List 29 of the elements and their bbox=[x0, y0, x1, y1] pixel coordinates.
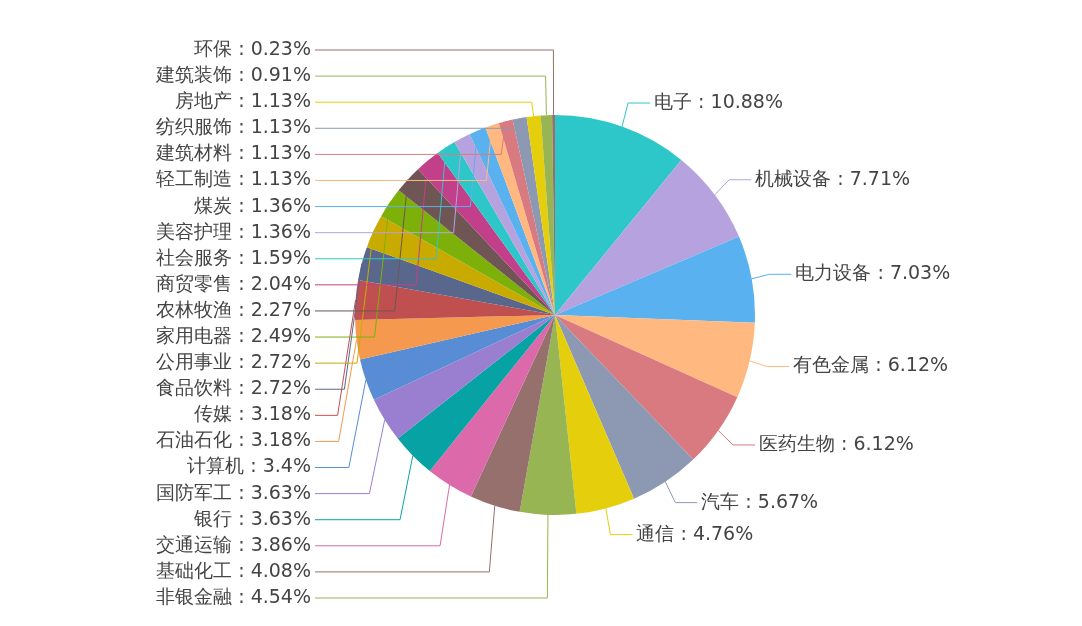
slice-label: 基础化工 : 4.08% bbox=[156, 558, 311, 581]
slice-label: 农林牧渔 : 2.27% bbox=[156, 297, 311, 320]
slice-label: 汽车 : 5.67% bbox=[701, 489, 819, 512]
slice-label: 国防军工 : 3.63% bbox=[156, 480, 311, 503]
slice-label: 医药生物 : 6.12% bbox=[758, 431, 914, 454]
slice-label: 纺织服饰 : 1.13% bbox=[156, 115, 311, 138]
slice-label: 石油石化 : 3.18% bbox=[156, 428, 311, 451]
slice-label: 银行 : 3.63% bbox=[193, 506, 311, 529]
slice-label: 公用事业 : 2.72% bbox=[156, 350, 311, 373]
slice-label: 美容护理 : 1.36% bbox=[156, 219, 311, 242]
slice-label: 商贸零售 : 2.04% bbox=[156, 271, 311, 294]
slice-label: 家用电器 : 2.49% bbox=[156, 323, 311, 346]
slice-label: 食品饮料 : 2.72% bbox=[156, 376, 311, 399]
slice-label: 电力设备 : 7.03% bbox=[795, 261, 951, 284]
slice-label: 通信 : 4.76% bbox=[636, 521, 754, 544]
slice-label: 房地产 : 1.13% bbox=[175, 89, 311, 112]
slice-label: 电子 : 10.88% bbox=[654, 89, 784, 112]
slice-label: 建筑装饰 : 0.91% bbox=[155, 63, 311, 86]
slice-label: 环保 : 0.23% bbox=[194, 36, 311, 59]
slice-label: 社会服务 : 1.59% bbox=[156, 245, 311, 268]
slice-label: 有色金属 : 6.12% bbox=[793, 353, 949, 376]
slice-label: 交通运输 : 3.86% bbox=[156, 532, 311, 555]
slice-label: 传媒 : 3.18% bbox=[194, 402, 311, 425]
slice-label: 轻工制造 : 1.13% bbox=[156, 167, 311, 190]
slice-label: 机械设备 : 7.71% bbox=[755, 166, 911, 189]
slice-label: 建筑材料 : 1.13% bbox=[155, 141, 311, 164]
slice-label: 计算机 : 3.4% bbox=[187, 454, 312, 477]
slice-label: 煤炭 : 1.36% bbox=[194, 193, 311, 216]
slice-label: 非银金融 : 4.54% bbox=[156, 584, 311, 607]
